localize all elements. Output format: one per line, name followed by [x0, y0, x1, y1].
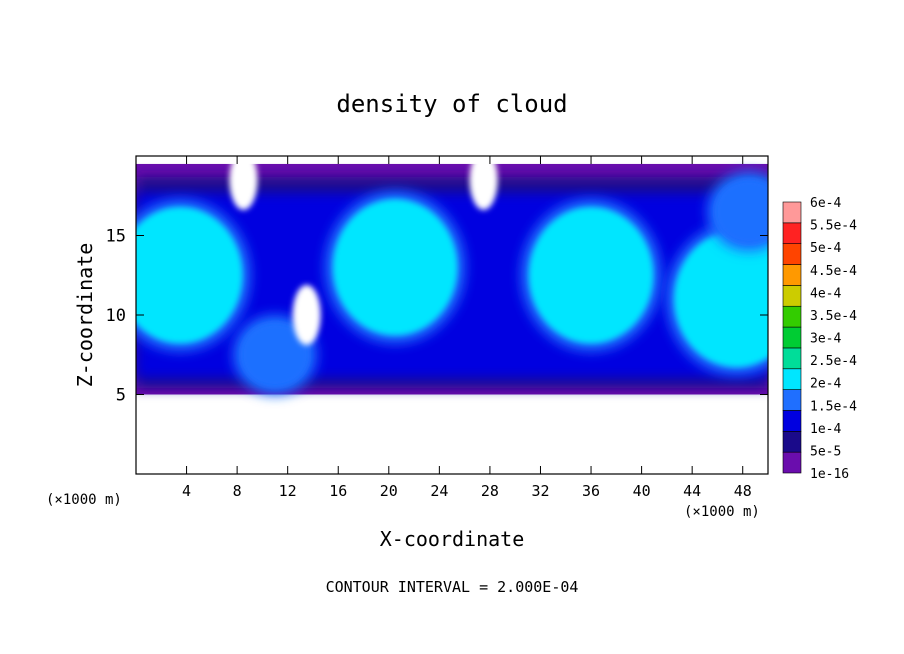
colorbar-swatch: [782, 264, 802, 286]
x-axis-label: X-coordinate: [380, 527, 525, 551]
x-tick-label: 20: [380, 482, 398, 500]
x-tick-label: 44: [683, 482, 701, 500]
colorbar-label: 1e-4: [810, 422, 841, 437]
y-tick-label: 5: [116, 386, 126, 406]
y-axis-label: Z-coordinate: [73, 243, 97, 388]
colorbar: 1e-16 5e-5 1e-4 1.5e-4 2e-4 2.5e-4 3e-4 3.5e-4 4…: [782, 196, 857, 482]
y-tick-label: 10: [106, 306, 126, 326]
cloud-free-region: [292, 285, 321, 345]
x-axis: 4 8 12 16 20 24 28 32 36 40 44 48: [182, 156, 752, 500]
heatmap-field: [136, 156, 768, 395]
x-tick-label: 4: [182, 482, 191, 500]
x-tick-label: 36: [582, 482, 600, 500]
colorbar-label: 4.5e-4: [810, 264, 857, 279]
x-tick-label: 32: [531, 482, 549, 500]
cloud-cell: [241, 322, 310, 387]
x-tick-label: 28: [481, 482, 499, 500]
x-tick-label: 24: [430, 482, 448, 500]
colorbar-swatch: [782, 305, 802, 328]
cloud-cell: [674, 231, 768, 368]
y-tick-label: 15: [106, 227, 126, 247]
colorbar-label: 5e-4: [810, 241, 841, 256]
colorbar-swatch: [782, 410, 802, 432]
colorbar-label: 5.5e-4: [810, 219, 857, 234]
colorbar-label: 1.5e-4: [810, 399, 857, 414]
colorbar-swatch: [782, 451, 802, 474]
x-tick-label: 16: [329, 482, 347, 500]
cloud-free-region: [229, 156, 258, 210]
colorbar-label: 2e-4: [810, 377, 841, 392]
cloud-cell: [136, 207, 243, 344]
colorbar-swatch: [782, 368, 802, 390]
x-tick-label: 40: [633, 482, 651, 500]
cloud-free-region: [469, 156, 498, 210]
chart-title: density of cloud: [336, 90, 567, 118]
x-unit-left: (×1000 m): [46, 492, 122, 508]
x-unit-right: (×1000 m): [684, 504, 760, 520]
cloud-cell: [529, 207, 654, 344]
colorbar-label: 6e-4: [810, 196, 841, 211]
colorbar-label: 3e-4: [810, 332, 841, 347]
colorbar-label: 2.5e-4: [810, 354, 857, 369]
colorbar-label: 1e-16: [810, 467, 849, 482]
colorbar-swatch: [782, 326, 802, 349]
colorbar-swatch: [782, 243, 802, 265]
contour-interval-note: CONTOUR INTERVAL = 2.000E-04: [326, 578, 579, 596]
colorbar-swatch: [782, 201, 802, 224]
colorbar-label: 4e-4: [810, 286, 841, 301]
colorbar-label: 3.5e-4: [810, 309, 857, 324]
x-tick-label: 12: [279, 482, 297, 500]
colorbar-label: 5e-5: [810, 444, 841, 459]
colorbar-swatch: [782, 431, 802, 453]
colorbar-swatch: [782, 347, 802, 370]
x-tick-label: 8: [233, 482, 242, 500]
cloud-cell: [715, 179, 768, 244]
colorbar-swatch: [782, 222, 802, 244]
colorbar-swatch: [782, 389, 802, 411]
cloud-cell: [333, 199, 458, 336]
colorbar-swatch: [782, 285, 802, 307]
x-tick-label: 48: [734, 482, 752, 500]
y-axis: 5 10 15: [106, 227, 768, 406]
